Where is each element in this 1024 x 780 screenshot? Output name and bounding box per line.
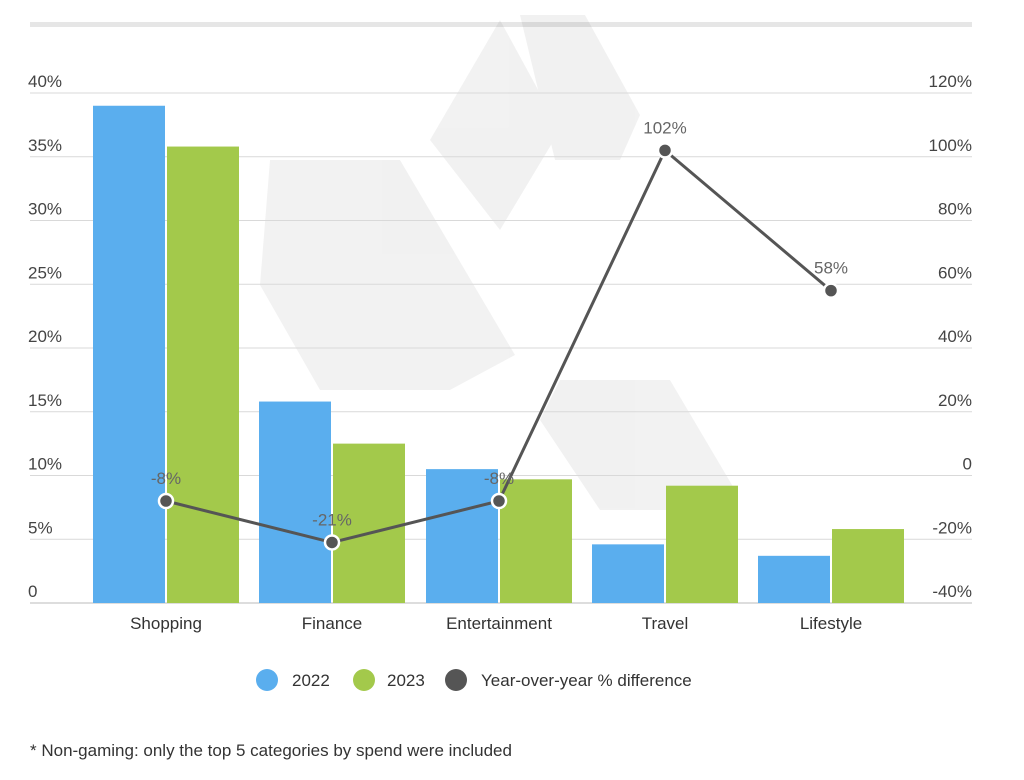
bar-2022-travel: [592, 544, 664, 603]
left-axis: 0 5% 10% 15% 20% 25% 30% 35% 40%: [28, 72, 62, 601]
legend-swatch: [353, 669, 375, 691]
left-tick-label: 20%: [28, 327, 62, 346]
yoy-point: [822, 282, 840, 299]
legend-label: 2022: [292, 671, 330, 690]
yoy-data-label: 102%: [643, 118, 686, 137]
bar-2023-travel: [666, 485, 738, 603]
category-label: Entertainment: [446, 614, 552, 633]
right-tick-label: 80%: [938, 200, 972, 219]
bar-2023-finance: [333, 443, 405, 603]
bar-2023-entertainment: [500, 479, 572, 603]
right-tick-label: 40%: [938, 327, 972, 346]
legend: 2022 2023 Year-over-year % difference: [256, 669, 692, 691]
right-tick-label: 120%: [929, 72, 972, 91]
left-tick-label: 10%: [28, 455, 62, 474]
bars: [93, 105, 904, 604]
top-divider: [30, 22, 972, 27]
left-tick-label: 40%: [28, 72, 62, 91]
category-label: Travel: [642, 614, 689, 633]
category-label: Finance: [302, 614, 362, 633]
right-tick-label: 60%: [938, 263, 972, 282]
yoy-line: -8% -21% -8% 102% 58%: [151, 118, 848, 551]
yoy-data-label: -8%: [484, 469, 514, 488]
bar-2022-entertainment: [426, 469, 498, 603]
right-tick-label: 100%: [929, 136, 972, 155]
yoy-data-label: -8%: [151, 469, 181, 488]
legend-swatch: [256, 669, 278, 691]
footnote: * Non-gaming: only the top 5 categories …: [30, 741, 512, 760]
left-tick-label: 5%: [28, 518, 53, 537]
bar-2022-shopping: [93, 105, 165, 603]
left-tick-label: 25%: [28, 263, 62, 282]
left-tick-label: 30%: [28, 200, 62, 219]
watermark-logo: [260, 15, 735, 510]
right-tick-label: -40%: [932, 582, 972, 601]
legend-label: Year-over-year % difference: [481, 671, 692, 690]
category-label: Lifestyle: [800, 614, 862, 633]
legend-swatch: [445, 669, 467, 691]
yoy-point: [323, 534, 341, 551]
right-axis: -40% -20% 0 20% 40% 60% 80% 100% 120%: [929, 72, 972, 601]
left-tick-label: 0: [28, 582, 37, 601]
yoy-point: [490, 492, 508, 510]
yoy-data-label: -21%: [312, 510, 352, 529]
bar-2023-lifestyle: [832, 529, 904, 603]
yoy-point: [656, 142, 674, 159]
right-tick-label: 20%: [938, 391, 972, 410]
bar-2023-shopping: [167, 146, 239, 604]
category-label: Shopping: [130, 614, 202, 633]
right-tick-label: -20%: [932, 518, 972, 537]
legend-label: 2023: [387, 671, 425, 690]
right-tick-label: 0: [963, 455, 972, 474]
yoy-data-label: 58%: [814, 259, 848, 278]
category-labels: Shopping Finance Entertainment Travel Lifest…: [130, 614, 862, 633]
bar-2022-finance: [259, 401, 331, 603]
bar-2022-lifestyle: [758, 555, 830, 603]
left-tick-label: 35%: [28, 136, 62, 155]
yoy-point: [157, 492, 175, 510]
left-tick-label: 15%: [28, 391, 62, 410]
